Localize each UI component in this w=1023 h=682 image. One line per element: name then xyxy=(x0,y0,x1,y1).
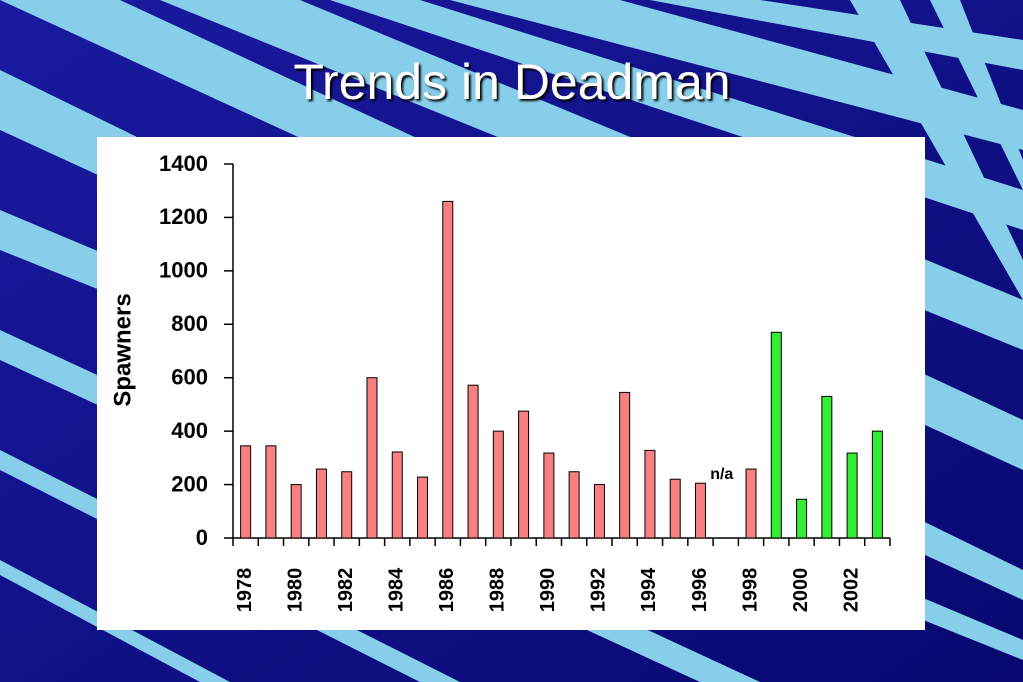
bar xyxy=(315,468,327,539)
y-tick-label: 0 xyxy=(196,525,208,550)
x-tick-label: 1984 xyxy=(386,567,408,612)
bar xyxy=(391,451,403,539)
y-tick-label: 400 xyxy=(171,418,208,443)
x-tick-label: 1990 xyxy=(537,568,559,613)
bar xyxy=(366,377,378,539)
bar xyxy=(644,449,656,539)
x-tick-label: 2002 xyxy=(840,568,862,613)
bar xyxy=(290,484,302,539)
value-label: n/a xyxy=(710,466,733,483)
bar xyxy=(770,331,782,539)
bar xyxy=(467,384,479,539)
x-tick-label: 2000 xyxy=(790,568,812,613)
bar xyxy=(871,430,883,539)
x-tick-label: 1988 xyxy=(487,568,509,613)
bar xyxy=(442,200,454,539)
bar xyxy=(492,430,504,539)
y-axis-label: Spawners xyxy=(109,293,136,406)
bar xyxy=(543,452,555,539)
x-tick-label: 1996 xyxy=(689,568,711,613)
y-tick-label: 1400 xyxy=(159,151,208,176)
bar xyxy=(694,482,706,539)
bar xyxy=(821,395,833,539)
x-tick-label: 1986 xyxy=(436,568,458,613)
x-tick-label: 1980 xyxy=(284,568,306,613)
bar xyxy=(240,445,252,539)
bar xyxy=(745,468,757,539)
bar xyxy=(417,476,429,539)
y-tick-label: 1000 xyxy=(159,258,208,283)
bar xyxy=(593,484,605,539)
chart-title: Trends in Deadman xyxy=(293,54,730,110)
bar xyxy=(265,445,277,539)
chart-panel xyxy=(97,137,925,630)
bar xyxy=(619,391,631,539)
x-tick-label: 1982 xyxy=(335,568,357,613)
x-tick-label: 1994 xyxy=(638,567,660,612)
y-tick-label: 600 xyxy=(171,365,208,390)
bar xyxy=(341,471,353,539)
bar xyxy=(568,471,580,539)
x-tick-label: 1992 xyxy=(588,568,610,613)
y-tick-label: 200 xyxy=(171,471,208,496)
bar xyxy=(846,452,858,539)
y-tick-label: 1200 xyxy=(159,204,208,229)
x-tick-label: 1998 xyxy=(739,568,761,613)
bar xyxy=(796,498,808,539)
bar xyxy=(669,478,681,539)
y-tick-label: 800 xyxy=(171,311,208,336)
bar xyxy=(518,410,530,539)
x-tick-label: 1978 xyxy=(234,568,256,613)
